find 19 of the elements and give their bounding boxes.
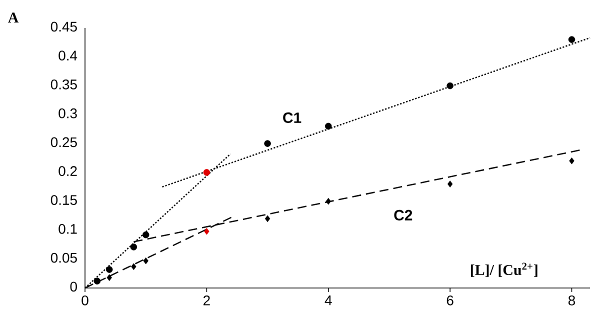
y-tick-label: 0.1 xyxy=(58,224,77,234)
y-tick-label: 0.3 xyxy=(58,108,77,118)
x-axis-title: [L]/ [Cu$^{2+}$] xyxy=(470,262,538,277)
y-tick-label: 0.05 xyxy=(50,252,77,263)
y-tick-label: 0.45 xyxy=(50,22,77,32)
y-axis-title: A xyxy=(8,12,19,23)
y-tick-label: 0.35 xyxy=(50,80,77,90)
text: C2 xyxy=(394,210,412,220)
x-tick-label: 8 xyxy=(568,295,576,306)
x-tick-label: 6 xyxy=(446,295,454,306)
y-tick-label: 0.25 xyxy=(50,137,77,148)
y-tick-label: 0.15 xyxy=(50,195,77,205)
series-label: C1 xyxy=(283,112,302,123)
y-tick-label: 0.2 xyxy=(58,166,77,176)
x-tick-label: 4 xyxy=(324,296,332,306)
y-tick-label: 0.4 xyxy=(58,50,78,61)
y-tick-label: 0 xyxy=(70,282,77,292)
x-tick-label: 2 xyxy=(204,295,210,306)
x-tick-label: 0 xyxy=(82,295,88,306)
